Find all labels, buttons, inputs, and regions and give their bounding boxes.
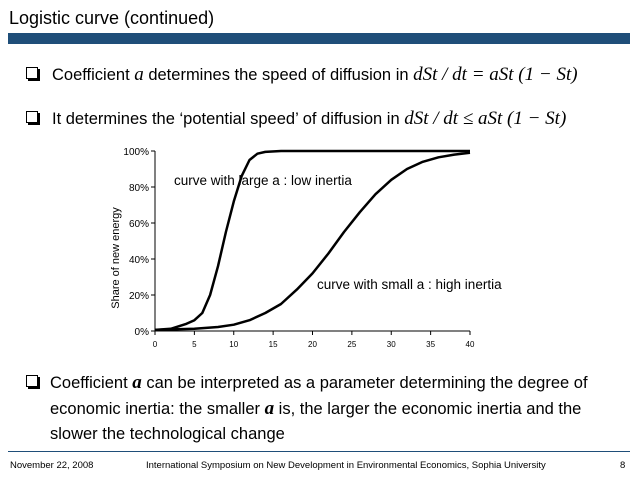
slide-title: Logistic curve (continued) [9,8,215,28]
x-tick-label: 30 [387,340,396,349]
annotation-large-a: curve with large a : low inertia [174,173,352,188]
bullet-2: It determines the ‘potential speed’ of d… [26,108,566,130]
x-tick-label: 10 [229,340,238,349]
footer-date: November 22, 2008 [10,460,94,471]
square-bullet-icon [26,67,38,79]
title-underline-bar [8,33,630,44]
y-tick-label: 0% [135,327,150,338]
x-tick-label: 25 [347,340,356,349]
x-tick-label: 20 [308,340,317,349]
x-tick-label: 35 [426,340,435,349]
bullet-2-text: It determines the ‘potential speed’ of d… [52,110,405,128]
bullet-2-formula: dSt / dt ≤ aSt (1 − St) [404,108,567,129]
bullet-3-text: Coefficient a can be interpreted as a pa… [50,370,610,447]
footer-divider [8,451,630,452]
y-tick-label: 20% [129,291,149,302]
footer-venue: International Symposium on New Developme… [146,460,546,471]
x-tick-label: 5 [192,340,197,349]
annotation-small-a: curve with small a : high inertia [317,277,502,292]
bullet-1-var: a [134,64,144,85]
series-line-1 [154,149,470,332]
bullet-1: Coefficient a determines the speed of di… [26,64,578,86]
x-tick-label: 0 [153,340,158,349]
bullet-1-formula: dSt / dt = aSt (1 − St) [413,64,578,85]
x-tick-label: 40 [466,340,475,349]
bullet-3-post: is, the larger the economic inertia and … [50,400,582,443]
y-tick-label: 60% [129,219,149,230]
square-bullet-icon [26,375,38,387]
series-line-2 [154,151,471,332]
bullet-3-var2: a [264,398,275,419]
y-tick-label: 80% [129,183,149,194]
bullet-3-var: a [132,372,142,393]
y-axis-label: Share of new energy [110,207,122,309]
bullet-3-pre: Coefficient [50,374,133,392]
bullet-1-post: determines the speed of diffusion in [143,66,414,84]
footer-page-number: 8 [620,460,626,471]
y-tick-label: 100% [123,147,149,158]
y-tick-label: 40% [129,255,149,266]
x-tick-label: 15 [269,340,278,349]
square-bullet-icon [26,111,38,123]
bullet-1-pre: Coefficient [52,66,135,84]
bullet-3-mid: can be interpreted as a parameter determ… [50,374,588,418]
